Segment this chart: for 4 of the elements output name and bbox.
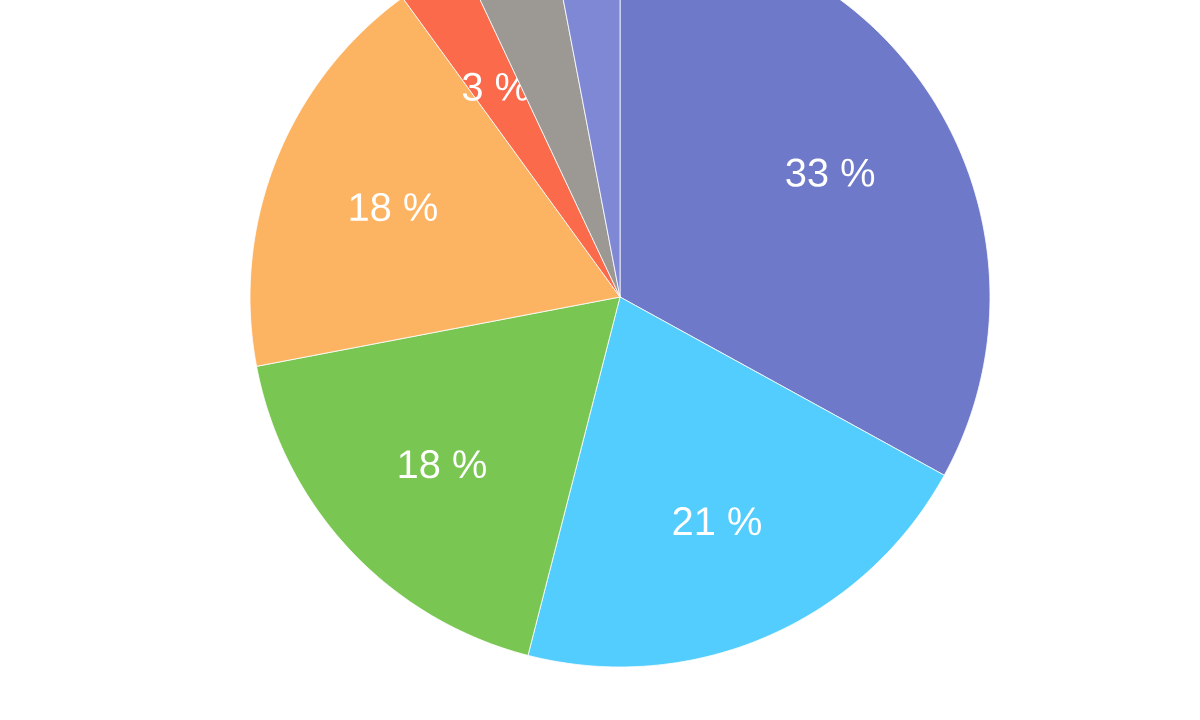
data-label: 21 % [673, 507, 761, 536]
data-label: 18 % [350, 192, 437, 222]
data-label: 18 % [399, 450, 486, 479]
data-label: 33 % [786, 158, 875, 187]
